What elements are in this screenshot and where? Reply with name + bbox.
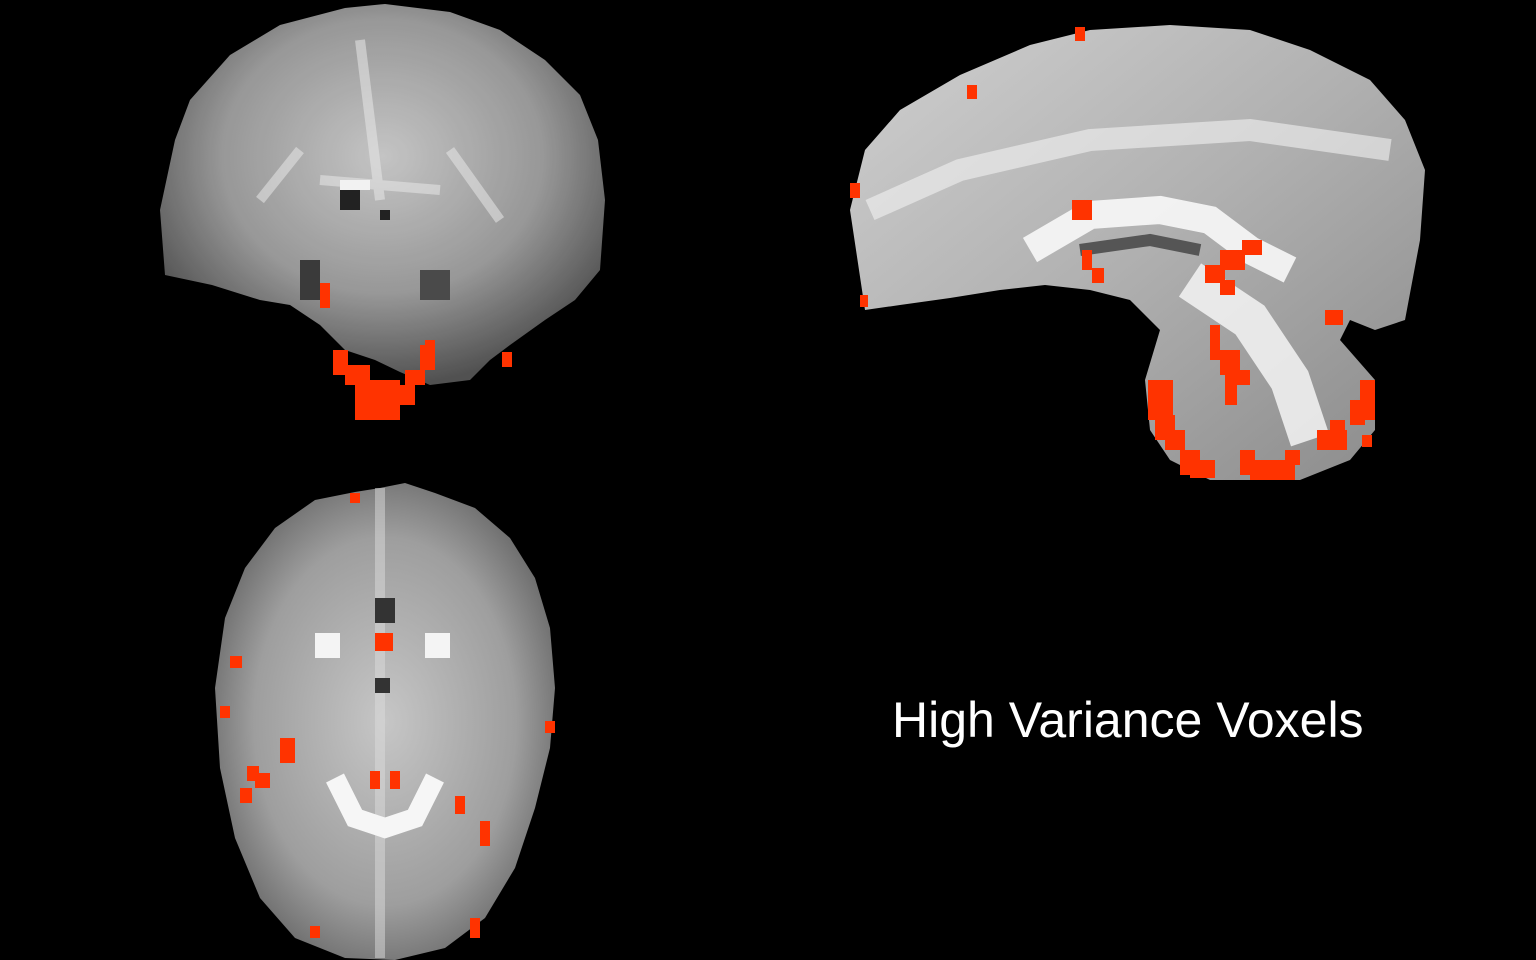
axial-high-variance-overlay (220, 493, 555, 938)
coronal-slice-view (150, 0, 620, 440)
coronal-brain-tissue (150, 0, 620, 440)
axial-brain-tissue (215, 483, 555, 960)
figure-caption: High Variance Voxels (892, 692, 1364, 748)
sagittal-slice-view (850, 25, 1425, 480)
sagittal-high-variance-overlay (850, 27, 1375, 480)
coronal-high-variance-overlay (320, 283, 512, 420)
sagittal-brain-tissue (850, 25, 1425, 480)
axial-slice-view (215, 483, 555, 960)
